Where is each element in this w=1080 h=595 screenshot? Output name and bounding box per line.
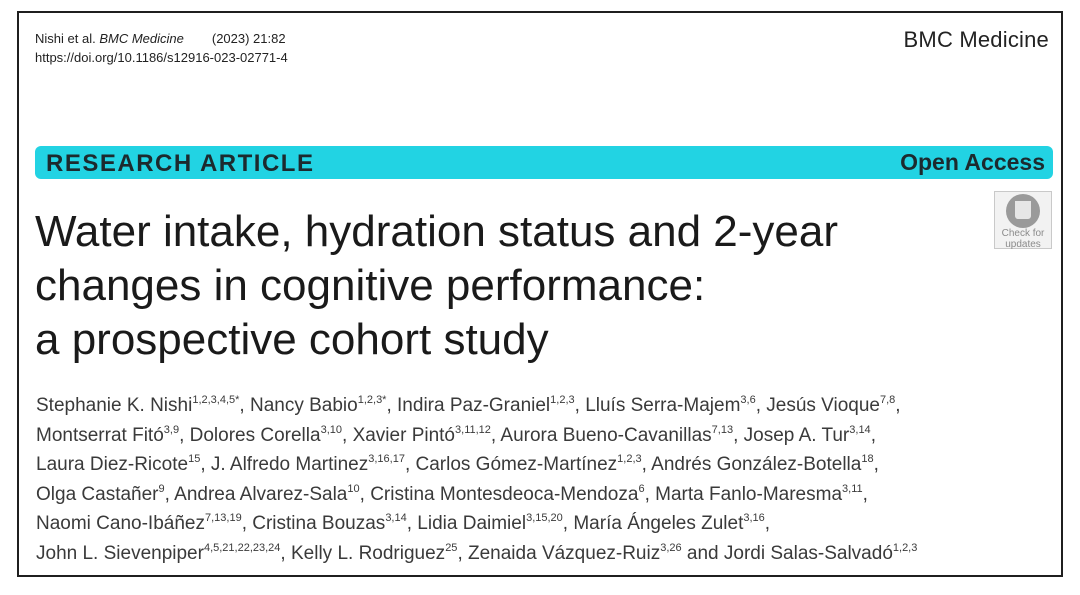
author-affiliation: 3,10 (320, 423, 342, 436)
author-name: Naomi Cano-Ibáñez (36, 513, 205, 534)
open-access-label: Open Access (900, 149, 1045, 175)
author-affiliation: 18 (861, 453, 874, 465)
author-affiliation: 1,2,3 (550, 394, 575, 406)
author-name: Xavier Pintó (352, 424, 456, 446)
author-affiliation: 4,5,21,22,23,24 (203, 541, 281, 554)
author-affiliation: 1,2,3 (617, 453, 642, 465)
author-affiliation: 3,15,20 (526, 512, 563, 524)
author-name: Olga Castañer (36, 483, 159, 505)
author-affiliation: 9 (158, 482, 165, 495)
author-affiliation: 3,6 (740, 394, 756, 406)
author-name: Montserrat Fitó (36, 424, 164, 446)
author-affiliation: 3,9 (163, 423, 180, 436)
author-affiliation: 25 (445, 541, 458, 554)
author-name: Indira Paz-Graniel (397, 395, 551, 416)
citation-journal: BMC Medicine (99, 31, 184, 46)
author-name: Aurora Bueno-Cavanillas (500, 424, 712, 446)
author-name: Nancy Babio (249, 395, 358, 416)
check-for-updates-button[interactable]: Check for updates (994, 191, 1052, 250)
article-title: Water intake, hydration status and 2-yea… (35, 205, 975, 367)
author-affiliation: 1,2,3* (357, 394, 387, 406)
journal-name: BMC Medicine (903, 27, 1049, 52)
author-affiliation: 3,11,12 (455, 423, 491, 436)
author-name: Dolores Corella (189, 424, 321, 446)
author-name: Josep A. Tur (743, 424, 850, 446)
citation-block: Nishi et al. BMC Medicine (2023) 21:82 ht… (35, 29, 288, 67)
check-updates-label-line2: updates (1005, 239, 1041, 250)
author-affiliation: 3,14 (385, 512, 407, 524)
citation-authors: Nishi et al. (35, 31, 96, 46)
author-name: Stephanie K. Nishi (36, 395, 193, 416)
author-name: Lluís Serra-Majem (585, 395, 741, 416)
author-affiliation: 1,2,3 (892, 541, 918, 554)
author-affiliation: 7,13 (711, 423, 734, 436)
check-for-updates-icon (1006, 194, 1040, 228)
doi-link[interactable]: https://doi.org/10.1186/s12916-023-02771… (35, 50, 288, 65)
author-affiliation: 3,14 (849, 423, 871, 436)
author-name: Jordi Salas-Salvadó (723, 542, 893, 564)
author-affiliation: 7,8 (880, 394, 896, 406)
authors-conjunction: and (686, 542, 719, 564)
author-affiliation: 7,13,19 (204, 512, 242, 524)
author-name: Marta Fanlo-Maresma (655, 483, 843, 505)
title-line: Water intake, hydration status and 2-yea… (35, 207, 838, 256)
author-name: Andrés González-Botella (651, 454, 862, 475)
author-name: Lidia Daimiel (417, 513, 527, 534)
author-affiliation: 3,16,17 (368, 453, 405, 465)
author-name: Andrea Alvarez-Sala (174, 483, 348, 505)
author-name: Cristina Montesdeoca-Mendoza (370, 483, 639, 505)
author-name: Cristina Bouzas (252, 513, 386, 534)
article-type-banner: RESEARCH ARTICLE Open Access (35, 146, 1053, 179)
check-updates-label-line1: Check for (1001, 228, 1045, 239)
author-affiliation: 3,11 (842, 482, 863, 495)
author-name: Carlos Gómez-Martínez (415, 454, 618, 475)
author-affiliation: 3,16 (743, 512, 765, 524)
citation-volume: (2023) 21:82 (211, 31, 286, 46)
article-page: Nishi et al. BMC Medicine (2023) 21:82 ht… (17, 11, 1063, 577)
author-name: Zenaida Vázquez-Ruiz (468, 542, 661, 564)
author-affiliation: 3,26 (660, 541, 682, 554)
author-name: Kelly L. Rodriguez (290, 542, 446, 564)
title-line: changes in cognitive performance: (35, 261, 706, 310)
article-type-label: RESEARCH ARTICLE (46, 150, 315, 177)
author-name: John L. Sievenpiper (36, 542, 204, 564)
author-name: Jesús Vioque (766, 395, 880, 416)
author-affiliation: 1,2,3,4,5* (192, 394, 240, 406)
author-affiliation: 6 (638, 482, 645, 495)
author-name: Laura Diez-Ricote (36, 454, 189, 475)
author-affiliation: 15 (188, 453, 201, 465)
author-name: J. Alfredo Martinez (210, 454, 369, 475)
title-line: a prospective cohort study (35, 315, 549, 364)
author-affiliation: 10 (347, 482, 360, 495)
author-list: Stephanie K. Nishi1,2,3,4,5*, Nancy Babi… (36, 394, 918, 564)
author-name: María Ángeles Zulet (573, 513, 744, 534)
